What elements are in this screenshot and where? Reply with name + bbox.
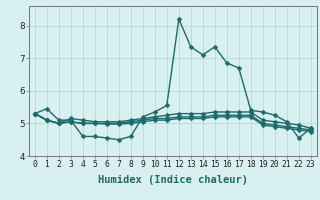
X-axis label: Humidex (Indice chaleur): Humidex (Indice chaleur) — [98, 175, 248, 185]
